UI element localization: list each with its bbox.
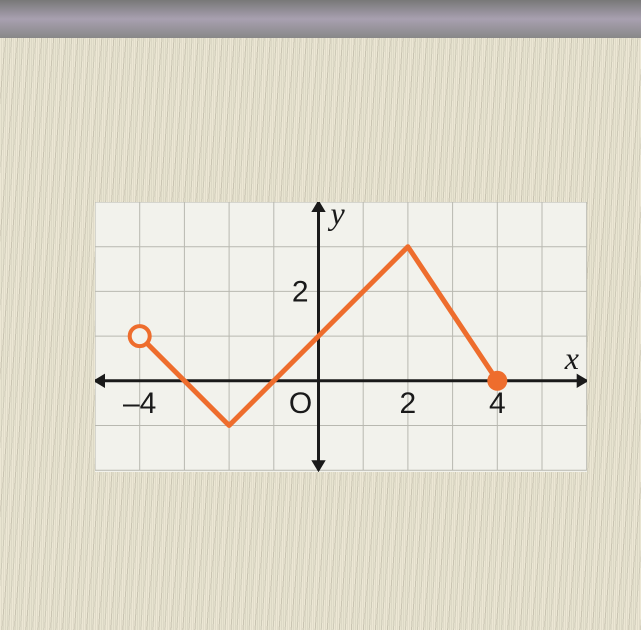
open-endpoint-marker — [130, 326, 150, 346]
closed-endpoint-marker — [487, 371, 507, 391]
axes — [95, 202, 587, 472]
chart-grid-panel: –4 2 4 2 O x y — [95, 202, 587, 472]
x-tick-label-4: 4 — [489, 387, 506, 420]
y-tick-label-2: 2 — [292, 275, 309, 308]
x-tick-label-2: 2 — [400, 387, 417, 420]
tick-labels: –4 2 4 2 O — [123, 275, 506, 419]
x-tick-label-neg4: –4 — [123, 387, 156, 420]
paper-edge-decoration — [0, 0, 641, 38]
plot-svg: –4 2 4 2 O x y — [95, 202, 587, 472]
origin-label: O — [289, 387, 312, 420]
x-axis-label: x — [564, 340, 579, 376]
grid-lines — [95, 202, 587, 470]
y-axis-label: y — [328, 202, 346, 231]
